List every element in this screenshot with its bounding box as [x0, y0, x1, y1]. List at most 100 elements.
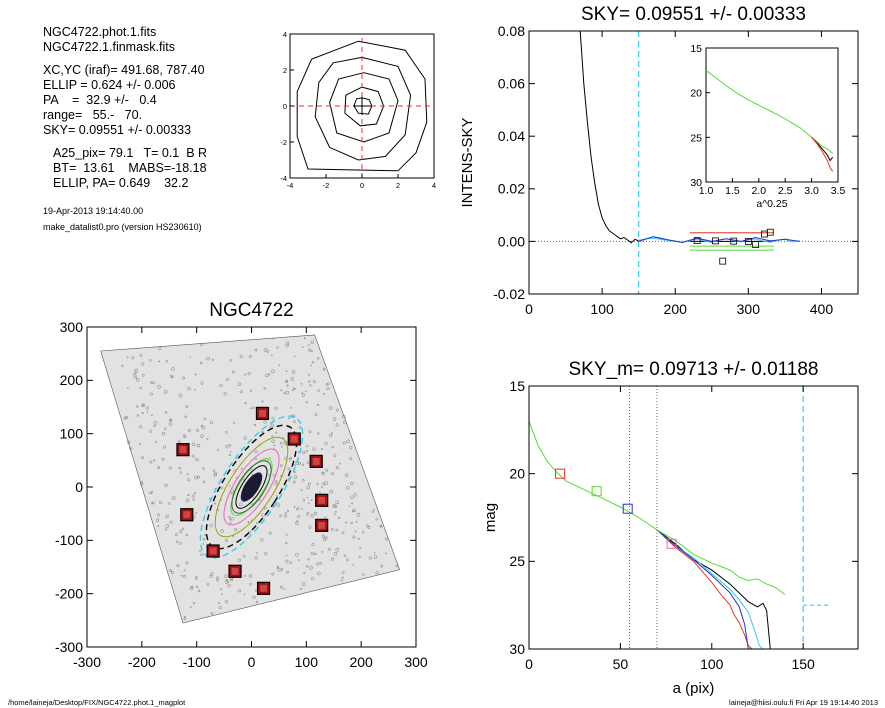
noise-speck — [206, 356, 210, 361]
noise-speck — [271, 572, 275, 576]
noise-speck — [175, 533, 178, 537]
x-tick-label: 150 — [791, 656, 815, 672]
noise-speck — [324, 441, 328, 445]
noise-speck — [308, 344, 310, 346]
noise-speck — [380, 564, 384, 568]
noise-speck — [293, 506, 296, 508]
noise-speck — [303, 572, 306, 575]
noise-speck — [311, 576, 315, 581]
noise-speck — [292, 480, 296, 484]
mask-box-inner — [260, 584, 268, 592]
noise-speck — [274, 406, 278, 411]
sky-ylabel: INTENS-SKY — [459, 117, 476, 207]
noise-speck — [139, 354, 143, 357]
noise-speck — [348, 505, 351, 507]
sky-point — [761, 230, 768, 238]
noise-speck — [271, 354, 273, 356]
noise-speck — [187, 386, 191, 391]
noise-speck — [285, 559, 289, 563]
noise-speck — [176, 540, 179, 544]
noise-speck — [123, 416, 127, 420]
noise-speck — [294, 355, 296, 358]
noise-speck — [184, 415, 187, 419]
noise-speck — [300, 382, 303, 385]
noise-speck — [281, 446, 283, 448]
noise-speck — [185, 533, 189, 537]
noise-speck — [255, 521, 259, 525]
noise-speck — [141, 362, 145, 366]
noise-speck — [228, 443, 232, 447]
info-pa: PA = 32.9 +/- 0.4 — [43, 93, 157, 107]
sky-title: SKY= 0.09551 +/- 0.00333 — [581, 4, 806, 25]
info-fits-filename: NGC4722.phot.1.fits — [43, 25, 156, 39]
noise-speck — [343, 420, 347, 425]
sky-profile-series — [579, 30, 639, 244]
noise-speck — [255, 600, 259, 604]
noise-speck — [331, 446, 334, 448]
mask-box-inner — [183, 511, 191, 519]
noise-speck — [161, 431, 166, 436]
y-tick-label: 0.06 — [498, 76, 525, 92]
noise-speck — [157, 466, 160, 469]
noise-speck — [263, 387, 267, 390]
noise-speck — [164, 528, 167, 531]
noise-speck — [185, 561, 189, 565]
noise-speck — [350, 521, 353, 525]
noise-speck — [293, 387, 295, 390]
noise-speck — [254, 348, 258, 352]
noise-speck — [211, 358, 214, 361]
noise-speck — [316, 482, 319, 485]
noise-speck — [303, 337, 306, 340]
x-tick-label: 2.5 — [778, 185, 793, 197]
y-tick-label: 0 — [75, 479, 83, 495]
noise-speck — [285, 343, 289, 348]
noise-speck — [319, 561, 323, 565]
noise-speck — [327, 547, 331, 551]
noise-speck — [320, 448, 323, 451]
noise-speck — [189, 356, 192, 358]
y-tick-label: 15 — [690, 43, 702, 55]
x-tick-label: 0 — [248, 654, 256, 670]
isophote-ellipse — [235, 465, 268, 509]
noise-speck — [275, 480, 278, 482]
noise-speck — [250, 501, 254, 506]
noise-speck — [317, 389, 320, 392]
noise-speck — [317, 432, 320, 435]
noise-speck — [227, 581, 230, 583]
noise-speck — [221, 593, 223, 596]
noise-speck — [321, 486, 323, 489]
noise-speck — [340, 579, 343, 582]
noise-speck — [125, 416, 129, 420]
noise-speck — [192, 498, 195, 501]
noise-speck — [298, 559, 300, 561]
contour-level — [353, 97, 373, 115]
noise-speck — [272, 337, 275, 340]
mask-box-inner — [209, 547, 217, 555]
noise-speck — [239, 390, 243, 394]
noise-speck — [312, 380, 316, 384]
noise-speck — [335, 547, 340, 552]
mask-box-inner — [318, 521, 326, 529]
noise-speck — [169, 418, 172, 421]
noise-speck — [286, 384, 289, 387]
noise-speck — [206, 583, 210, 586]
noise-speck — [307, 502, 310, 505]
noise-speck — [178, 466, 181, 470]
x-tick-label: 200 — [664, 301, 688, 317]
mag-axes-frame — [528, 385, 859, 650]
mag-profile-series — [656, 529, 749, 650]
sky-point — [719, 257, 727, 265]
x-tick-label: -200 — [128, 654, 156, 670]
noise-speck — [307, 348, 312, 352]
noise-speck — [367, 526, 371, 529]
noise-speck — [322, 538, 326, 542]
noise-speck — [194, 373, 197, 376]
galaxy-title: NGC4722 — [209, 300, 294, 321]
noise-speck — [351, 502, 354, 505]
noise-speck — [298, 426, 302, 429]
noise-speck — [133, 371, 137, 375]
noise-speck — [293, 464, 296, 466]
noise-speck — [136, 405, 139, 408]
info-bt: BT= 13.61 MABS=-18.18 — [53, 161, 207, 175]
noise-speck — [244, 402, 247, 405]
